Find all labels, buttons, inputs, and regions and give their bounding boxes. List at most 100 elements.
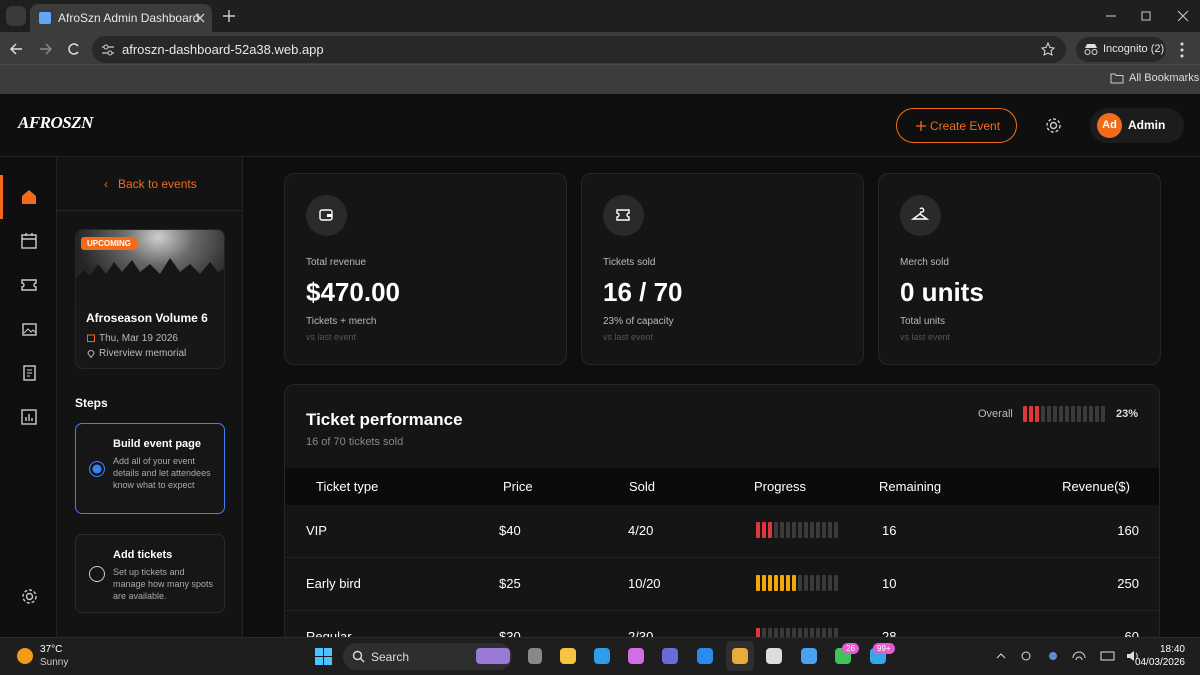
logo[interactable]: AFROSZN (18, 113, 93, 132)
create-event-button[interactable]: Create Event (896, 108, 1017, 143)
nav-buttons[interactable] (8, 40, 84, 58)
bookmark-star[interactable] (1041, 42, 1055, 56)
progress-segment (810, 628, 814, 637)
settings-icon[interactable] (1045, 117, 1062, 134)
progress-segment (762, 522, 766, 538)
app-header (0, 94, 1200, 157)
ticket-progress (756, 522, 840, 543)
incognito-chip[interactable]: Incognito (2) (1076, 37, 1166, 62)
taskbar-app[interactable] (476, 648, 510, 664)
step-title: Add tickets (113, 549, 173, 561)
start-button[interactable] (315, 648, 332, 665)
progress-segment (1035, 406, 1039, 422)
system-tray[interactable] (995, 648, 1115, 664)
back-link[interactable]: ‹ Back to events (104, 177, 197, 191)
taskbar-app[interactable] (732, 648, 748, 664)
home-nav[interactable] (20, 188, 38, 206)
taskbar-app[interactable] (662, 648, 678, 664)
progress-segment (1077, 406, 1081, 422)
progress-segment (810, 575, 814, 591)
progress-segment (756, 575, 760, 591)
steps-title: Steps (75, 396, 108, 410)
taskbar-app[interactable] (766, 648, 782, 664)
ticket-row[interactable] (285, 505, 1159, 558)
tab-search-button[interactable] (6, 6, 26, 26)
step-card[interactable]: Add tickets Set up tickets and manage how… (75, 534, 225, 613)
overall-label: Overall (978, 408, 1013, 420)
calendar-nav[interactable] (20, 232, 38, 250)
stat-note: 23% of capacity (603, 316, 674, 327)
ticket-type: Regular (306, 629, 352, 637)
ticket-row[interactable] (285, 611, 1159, 637)
progress-segment (792, 575, 796, 591)
progress-segment (1089, 406, 1093, 422)
taskbar-app[interactable] (801, 648, 817, 664)
notification-badge: 26 (842, 643, 859, 654)
step-description: Set up tickets and manage how many spots… (113, 567, 214, 601)
user-name: Admin (1128, 118, 1166, 132)
create-event-label: Create Event (930, 119, 1001, 133)
search-label: Search (371, 650, 410, 664)
progress-segment (1053, 406, 1057, 422)
progress-segment (774, 575, 778, 591)
stat-note: Total units (900, 316, 946, 327)
step-card[interactable]: Build event page Add all of your event de… (75, 423, 225, 514)
new-tab[interactable] (222, 9, 236, 23)
progress-segment (798, 522, 802, 538)
ticket-revenue: 160 (1117, 523, 1139, 538)
site-info-icon[interactable] (101, 43, 115, 57)
progress-segment (1041, 406, 1045, 422)
ticket-price: $40 (499, 523, 521, 538)
taskbar-app[interactable] (528, 648, 542, 664)
omnibox[interactable]: afroszn-dashboard-52a38.web.app (92, 36, 1066, 63)
all-bookmarks[interactable]: All Bookmarks (1129, 72, 1200, 84)
column-header: Revenue($) (1062, 479, 1130, 494)
orders-nav[interactable] (20, 364, 38, 382)
event-image (76, 230, 224, 302)
divider (0, 64, 1200, 65)
tickets-nav[interactable] (20, 276, 38, 294)
window-controls[interactable] (1100, 8, 1190, 24)
gallery-nav[interactable] (20, 320, 38, 338)
analytics-nav[interactable] (20, 408, 38, 426)
menu[interactable] (1180, 42, 1184, 58)
progress-segment (768, 575, 772, 591)
stat-icon (900, 195, 941, 236)
clock-date[interactable]: 04/03/2026 (1134, 657, 1185, 668)
settings-nav[interactable] (21, 588, 38, 605)
taskbar-app[interactable] (594, 648, 610, 664)
progress-segment (780, 522, 784, 538)
stat-glyph (910, 207, 930, 220)
column-header: Sold (629, 479, 656, 494)
step-radio[interactable] (89, 565, 105, 582)
status-badge: UPCOMING (81, 237, 137, 250)
ticket-row[interactable] (285, 558, 1159, 611)
url: afroszn-dashboard-52a38.web.app (122, 42, 324, 57)
event-venue: Riverview memorial (99, 348, 187, 359)
stat-value: $470.00 (306, 277, 400, 307)
taskbar-app[interactable] (628, 648, 644, 664)
stat-comparison: vs last event (900, 332, 951, 342)
temperature: 37°C (40, 644, 63, 655)
volume-icon[interactable] (1126, 649, 1140, 663)
taskbar-app[interactable] (560, 648, 576, 664)
progress-segment (804, 628, 808, 637)
ticket-remaining: 16 (882, 523, 897, 538)
favicon (39, 12, 51, 24)
panel-subtitle: 16 of 70 tickets sold (306, 436, 404, 448)
progress-segment (834, 575, 838, 591)
icon-rail (0, 157, 57, 637)
progress-segment (1095, 406, 1099, 422)
event-card[interactable]: UPCOMING Afroseason Volume 6 Thu, Mar 19… (75, 229, 225, 369)
ticket-remaining: 28 (882, 629, 897, 637)
event-name: Afroseason Volume 6 (86, 311, 208, 325)
step-radio[interactable] (89, 460, 105, 477)
user-menu[interactable]: Ad Admin (1090, 108, 1184, 143)
weather-icon[interactable] (17, 648, 33, 664)
progress-segment (774, 628, 778, 637)
tab-close[interactable] (194, 12, 206, 24)
active-tab[interactable]: AfroSzn Admin Dashboard (30, 4, 212, 32)
clock-time[interactable]: 18:40 (1159, 644, 1185, 655)
progress-segment (834, 522, 838, 538)
taskbar-app[interactable] (697, 648, 713, 664)
